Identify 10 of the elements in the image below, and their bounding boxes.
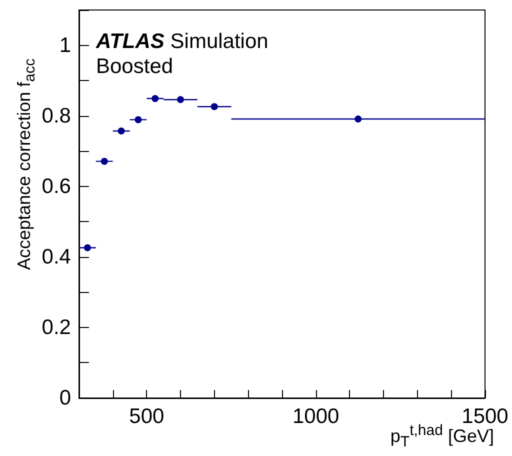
x-tick-label: 500 xyxy=(129,405,164,428)
x-tick-label: 1000 xyxy=(292,405,340,428)
annotation: Boosted xyxy=(96,55,174,79)
annotation: ATLAS Simulation xyxy=(96,30,268,54)
y-tick-label: 0.2 xyxy=(42,316,71,339)
y-tick-label: 0.8 xyxy=(42,104,71,128)
y-tick-label: 0 xyxy=(59,386,71,410)
y-tick-label: 0.6 xyxy=(42,174,71,198)
y-tick-label: 1 xyxy=(59,34,71,57)
y-tick-label: 0.4 xyxy=(42,245,72,268)
